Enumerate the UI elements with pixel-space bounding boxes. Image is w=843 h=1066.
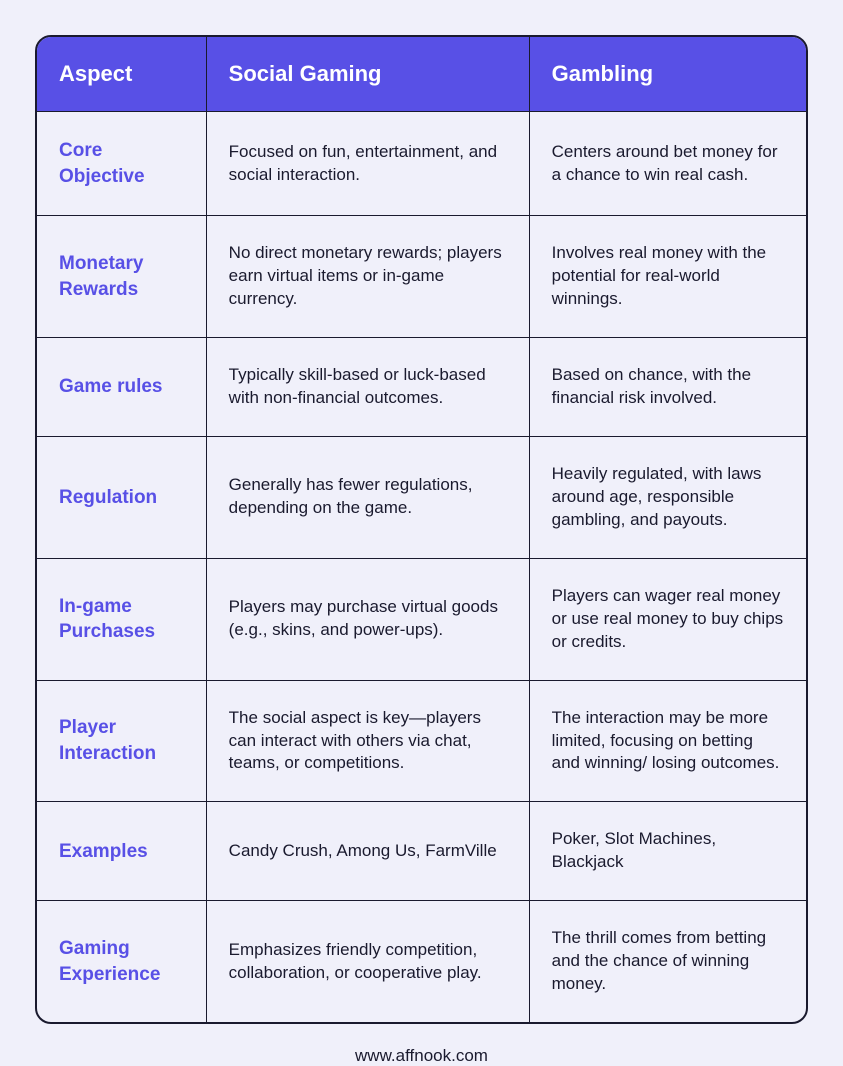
table-row: Core Objective Focused on fun, entertain… bbox=[37, 112, 806, 216]
gambling-cell: Based on chance, with the financial risk… bbox=[529, 338, 806, 437]
table-row: Monetary Rewards No direct monetary rewa… bbox=[37, 216, 806, 338]
gambling-cell: Poker, Slot Machines, Blackjack bbox=[529, 802, 806, 901]
gambling-cell: Involves real money with the potential f… bbox=[529, 216, 806, 338]
aspect-label: Monetary Rewards bbox=[37, 216, 206, 338]
gambling-cell: Heavily regulated, with laws around age,… bbox=[529, 436, 806, 558]
social-cell: Emphasizes friendly competition, collabo… bbox=[206, 901, 529, 1022]
footer-url: www.affnook.com bbox=[35, 1046, 808, 1066]
comparison-table: Aspect Social Gaming Gambling Core Objec… bbox=[37, 37, 806, 1022]
comparison-table-container: Aspect Social Gaming Gambling Core Objec… bbox=[35, 35, 808, 1024]
header-social-gaming: Social Gaming bbox=[206, 37, 529, 112]
aspect-label: In-game Purchases bbox=[37, 558, 206, 680]
social-cell: The social aspect is key—players can int… bbox=[206, 680, 529, 802]
table-row: In-game Purchases Players may purchase v… bbox=[37, 558, 806, 680]
gambling-cell: Players can wager real money or use real… bbox=[529, 558, 806, 680]
social-cell: Players may purchase virtual goods (e.g.… bbox=[206, 558, 529, 680]
table-row: Regulation Generally has fewer regulatio… bbox=[37, 436, 806, 558]
social-cell: Typically skill-based or luck-based with… bbox=[206, 338, 529, 437]
aspect-label: Examples bbox=[37, 802, 206, 901]
header-aspect: Aspect bbox=[37, 37, 206, 112]
gambling-cell: The thrill comes from betting and the ch… bbox=[529, 901, 806, 1022]
aspect-label: Core Objective bbox=[37, 112, 206, 216]
social-cell: Generally has fewer regulations, dependi… bbox=[206, 436, 529, 558]
gambling-cell: Centers around bet money for a chance to… bbox=[529, 112, 806, 216]
aspect-label: Gaming Experience bbox=[37, 901, 206, 1022]
aspect-label: Regulation bbox=[37, 436, 206, 558]
table-row: Examples Candy Crush, Among Us, FarmVill… bbox=[37, 802, 806, 901]
table-row: Player Interaction The social aspect is … bbox=[37, 680, 806, 802]
social-cell: Focused on fun, entertainment, and socia… bbox=[206, 112, 529, 216]
header-gambling: Gambling bbox=[529, 37, 806, 112]
social-cell: No direct monetary rewards; players earn… bbox=[206, 216, 529, 338]
table-header-row: Aspect Social Gaming Gambling bbox=[37, 37, 806, 112]
social-cell: Candy Crush, Among Us, FarmVille bbox=[206, 802, 529, 901]
aspect-label: Game rules bbox=[37, 338, 206, 437]
table-row: Gaming Experience Emphasizes friendly co… bbox=[37, 901, 806, 1022]
aspect-label: Player Interaction bbox=[37, 680, 206, 802]
table-row: Game rules Typically skill-based or luck… bbox=[37, 338, 806, 437]
gambling-cell: The interaction may be more limited, foc… bbox=[529, 680, 806, 802]
